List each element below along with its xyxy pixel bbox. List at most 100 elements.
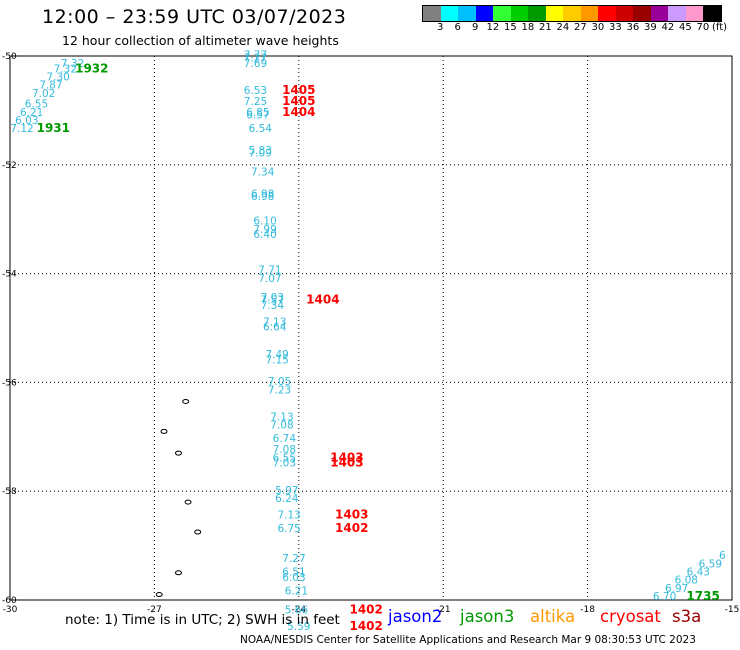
wave-height-label: 6.74 — [273, 433, 297, 445]
time-label: 1932 — [75, 61, 108, 75]
page-subtitle: 12 hour collection of altimeter wave hei… — [62, 33, 339, 48]
colorbar-swatch — [458, 6, 476, 21]
colorbar-swatch — [580, 6, 598, 21]
wave-height-label: 6.85 — [246, 107, 269, 119]
colorbar-swatch — [493, 6, 511, 21]
colorbar-label: 3 — [437, 22, 444, 33]
time-label: 1402 — [335, 521, 368, 535]
colorbar-swatch — [598, 6, 616, 21]
wave-height-label: 6.54 — [249, 123, 273, 135]
satellite-legend-jason2: jason2 — [388, 607, 443, 626]
wave-height-label: 7.23 — [268, 384, 291, 396]
wave-height-label: 7.03 — [261, 292, 284, 304]
wave-height-label: 6.43 — [687, 567, 710, 579]
colorbar-swatch — [685, 6, 703, 21]
wave-height-label: 5.66 — [285, 605, 309, 617]
wave-height-label: 7.25 — [244, 96, 267, 108]
x-tick-label: -21 — [436, 605, 451, 615]
x-tick-label: -24 — [291, 605, 306, 615]
colorbar-label: (ft) — [712, 22, 728, 33]
wave-height-label: 6.55 — [273, 452, 296, 464]
wave-height-label: 6.64 — [263, 322, 287, 334]
time-label: 1931 — [37, 121, 70, 135]
wave-height-label: 7.02 — [32, 88, 55, 100]
wave-height-label: 6.03 — [15, 115, 38, 127]
colorbar-label: 21 — [539, 22, 552, 33]
wave-height-label: 6.70 — [653, 591, 676, 603]
island-outline — [194, 529, 202, 535]
time-label: 1405 — [282, 94, 315, 108]
wave-height-label: 6.53 — [244, 85, 267, 97]
wave-height-label: 6.59 — [699, 558, 722, 570]
wave-height-label: 7.49 — [265, 349, 288, 361]
wave-height-label: 7.77 — [244, 50, 267, 62]
colorbar-label: 45 — [679, 22, 692, 33]
colorbar-swatch — [668, 6, 686, 21]
wave-height-label: 6.21 — [20, 107, 43, 119]
colorbar-swatch — [563, 6, 581, 21]
colorbar-label: 70 — [696, 22, 710, 33]
island-outline — [155, 592, 163, 598]
wave-height-label: 5.97 — [275, 485, 298, 497]
time-label: 1404 — [282, 105, 315, 119]
wave-height-label: 6.51 — [282, 567, 305, 579]
wave-height-label: 5.83 — [249, 145, 272, 157]
wave-height-label: 7.05 — [268, 376, 291, 388]
y-tick-label: -60 — [2, 596, 17, 606]
colorbar-label: 33 — [609, 22, 622, 33]
colorbar-swatch — [650, 6, 668, 21]
satellite-legend-altika: altika — [530, 607, 576, 626]
colorbar-label: 42 — [661, 22, 675, 33]
wave-height-label: 6.57 — [246, 110, 269, 122]
wave-height-label: 7.07 — [258, 273, 281, 285]
wave-height-label: 6.24 — [275, 493, 299, 505]
x-tick-label: -18 — [580, 605, 595, 615]
wave-height-label: 7.27 — [282, 553, 305, 565]
y-tick-label: -58 — [2, 487, 17, 497]
colorbar-label: 12 — [486, 22, 500, 33]
wave-height-label: 5.59 — [287, 621, 310, 633]
wave-height-label: 7.13 — [263, 316, 286, 328]
satellite-legend-cryosat: cryosat — [600, 607, 661, 626]
wave-height-label: 7.30 — [46, 71, 69, 83]
colorbar-label: 15 — [504, 22, 517, 33]
wave-height-label: 7.71 — [258, 265, 281, 277]
plot-frame — [9, 55, 733, 601]
colorbar-label: 9 — [472, 22, 479, 33]
wave-height-label: 7.34 — [261, 300, 285, 312]
colorbar-label: 27 — [574, 22, 587, 33]
time-label: 1403 — [330, 450, 363, 464]
wave-height-label: 6.21 — [285, 586, 308, 598]
wave-height-label: 6.40 — [253, 229, 276, 241]
colorbar-label: 18 — [521, 22, 535, 33]
colorbar-label: 6 — [454, 22, 461, 33]
island-outline — [160, 428, 168, 434]
colorbar-label: 36 — [626, 22, 640, 33]
wave-height-label: 7.27 — [244, 52, 267, 64]
page-title: 12:00 – 23:59 UTC 03/07/2023 — [42, 6, 347, 28]
wave-height-label: 6.97 — [665, 583, 688, 595]
colorbar-swatch — [545, 6, 563, 21]
wave-height-label: 7.12 — [10, 123, 33, 135]
wave-height-label: 6.03 — [282, 572, 305, 584]
footer-note: note: 1) Time is in UTC; 2) SWH is in fe… — [65, 612, 340, 628]
y-tick-label: -50 — [2, 52, 17, 62]
wave-height-label: 7.32 — [54, 63, 77, 75]
wave-height-label: 7.03 — [273, 458, 296, 470]
island-outline — [184, 499, 192, 505]
wave-height-label: 6.98 — [251, 188, 274, 200]
colorbar-swatch — [440, 6, 458, 21]
island-outline — [182, 398, 190, 404]
footer-credit: NOAA/NESDIS Center for Satellite Applica… — [240, 634, 696, 646]
time-label: 1735 — [686, 589, 719, 603]
wave-height-label: 7.99 — [253, 224, 276, 236]
x-tick-label: -15 — [725, 605, 740, 615]
island-outline — [174, 570, 182, 576]
wave-height-label: 7.08 — [270, 420, 293, 432]
wave-height-label: 6.10 — [253, 216, 276, 228]
time-label: 1404 — [306, 293, 339, 307]
wave-height-label: 7.09 — [249, 148, 272, 160]
wave-height-label: 6.55 — [25, 99, 48, 111]
